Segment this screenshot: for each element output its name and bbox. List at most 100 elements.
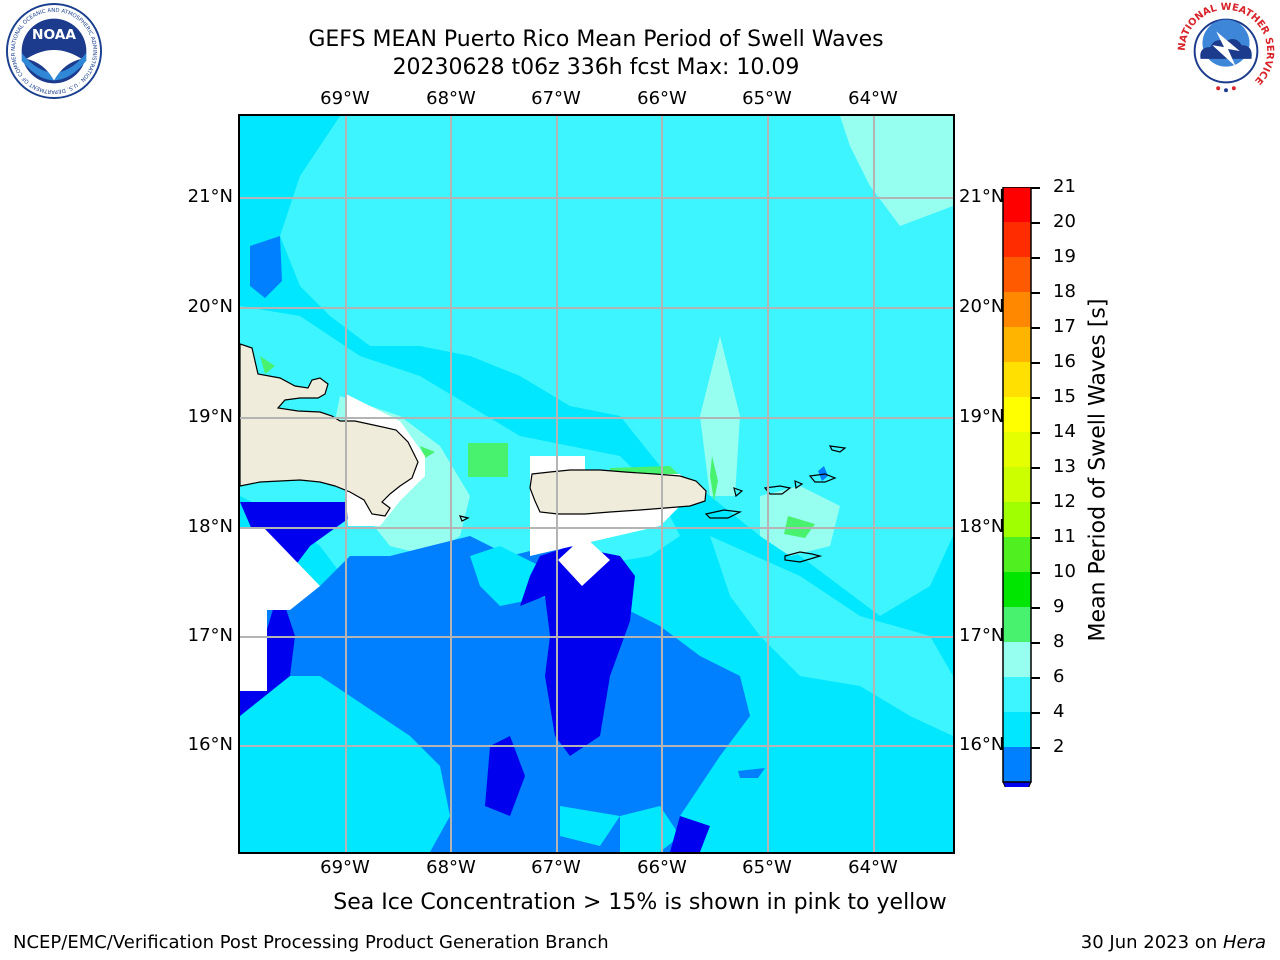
colorbar-segment (1003, 572, 1031, 607)
colorbar-tick-mark (1031, 607, 1040, 609)
lon-label-bottom: 66°W (637, 857, 687, 878)
colorbar-segment (1003, 397, 1031, 432)
contour-below-2s (670, 816, 710, 852)
contour-below-2s (520, 546, 635, 756)
footer-branch: NCEP/EMC/Verification Post Processing Pr… (13, 932, 609, 953)
lon-label-top: 68°W (426, 88, 476, 109)
colorbar-segment (1003, 257, 1031, 292)
map-grid (240, 116, 953, 852)
colorbar-tick-mark (1031, 187, 1040, 189)
lon-label-top: 64°W (848, 88, 898, 109)
land-hispaniola (240, 343, 419, 517)
lon-label-bottom: 69°W (320, 857, 370, 878)
colorbar-tick-mark (1031, 467, 1040, 469)
colorbar-segment (1003, 222, 1031, 257)
lon-label-top: 65°W (742, 88, 792, 109)
colorbar-tick-mark (1031, 537, 1040, 539)
contour-4-6s (560, 806, 620, 846)
colorbar-segment (1003, 292, 1031, 327)
colorbar-segment (1003, 502, 1031, 537)
colorbar-segment (1003, 712, 1031, 747)
colorbar-segment (1003, 677, 1031, 712)
colorbar-tick-label: 17 (1053, 316, 1076, 337)
lon-label-bottom: 67°W (531, 857, 581, 878)
contour-2-4s (250, 236, 282, 298)
contour-8-9s (700, 336, 740, 496)
colorbar-frame (1002, 187, 1032, 783)
colorbar-tick-label: 4 (1053, 701, 1065, 722)
sea-ice-note: Sea Ice Concentration > 15% is shown in … (333, 890, 947, 915)
colorbar-segment (1003, 432, 1031, 467)
chart-title: GEFS MEAN Puerto Rico Mean Period of Swe… (308, 27, 884, 52)
colorbar-tick-label: 19 (1053, 246, 1076, 267)
colorbar-tick-mark (1031, 677, 1040, 679)
colorbar-tick-label: 13 (1053, 456, 1076, 477)
colorbar-segment (1003, 747, 1031, 782)
lon-label-bottom: 64°W (848, 857, 898, 878)
colorbar-segment (1003, 327, 1031, 362)
colorbar-tick-mark (1031, 712, 1040, 714)
colorbar-tick-mark (1031, 397, 1040, 399)
contour-9-10s (710, 456, 718, 501)
colorbar-segment (1003, 607, 1031, 642)
lat-label-right: 19°N (959, 406, 1005, 427)
lat-label-right: 21°N (959, 186, 1005, 207)
colorbar-segment (1003, 642, 1031, 677)
contour-2-4s (738, 768, 765, 778)
colorbar-tick-label: 14 (1053, 421, 1076, 442)
masked-area (240, 529, 320, 691)
colorbar-segment (1003, 187, 1031, 222)
colorbar-tick-label: 15 (1053, 386, 1076, 407)
colorbar-tick-mark (1031, 362, 1040, 364)
lon-label-bottom: 68°W (426, 857, 476, 878)
colorbar-tick-label: 9 (1053, 596, 1065, 617)
colorbar-tick-label: 6 (1053, 666, 1065, 687)
nws-logo-icon: NATIONAL WEATHER SERVICE (1177, 2, 1275, 99)
lat-label-right: 18°N (959, 516, 1005, 537)
colorbar-tick-mark (1031, 642, 1040, 644)
lat-label-right: 16°N (959, 734, 1005, 755)
swell-period-map (238, 114, 955, 854)
lat-label-right: 20°N (959, 296, 1005, 317)
land-mona-island (459, 515, 470, 522)
colorbar-tick-label: 18 (1053, 281, 1076, 302)
colorbar-tick-label: 10 (1053, 561, 1076, 582)
colorbar-tick-mark (1031, 222, 1040, 224)
colorbar-tick-label: 8 (1053, 631, 1065, 652)
lat-label-left: 18°N (187, 516, 233, 537)
footer-date: 30 Jun 2023 on Hera (1080, 932, 1266, 953)
contour-below-2s (485, 736, 525, 816)
colorbar (1002, 187, 1032, 787)
contour-2-4s (818, 466, 828, 481)
land-virgin-islands (733, 445, 847, 563)
colorbar-tick-mark (1031, 327, 1040, 329)
colorbar-tick-mark (1031, 292, 1040, 294)
colorbar-tick-label: 2 (1053, 736, 1065, 757)
chart-subtitle: 20230628 t06z 336h fcst Max: 10.09 (392, 55, 800, 80)
colorbar-segment (1003, 467, 1031, 502)
lat-label-right: 17°N (959, 625, 1005, 646)
contour-9-10s (468, 443, 508, 477)
colorbar-tick-mark (1031, 257, 1040, 259)
colorbar-tick-mark (1031, 572, 1040, 574)
colorbar-tick-mark (1031, 747, 1040, 749)
colorbar-tick-mark (1031, 502, 1040, 504)
noaa-logo-icon: NATIONAL OCEANIC AND ATMOSPHERIC ADMINIS… (4, 2, 103, 100)
contour-9-10s (260, 356, 275, 374)
lon-label-top: 67°W (531, 88, 581, 109)
svg-text:NOAA: NOAA (32, 27, 76, 43)
lat-label-left: 21°N (187, 186, 233, 207)
colorbar-title: Mean Period of Swell Waves [s] (1085, 298, 1111, 642)
lat-label-left: 17°N (187, 625, 233, 646)
lon-label-top: 69°W (320, 88, 370, 109)
colorbar-tick-label: 12 (1053, 491, 1076, 512)
masked-area (558, 536, 610, 586)
colorbar-segment (1003, 537, 1031, 572)
contour-6-8s (370, 156, 480, 246)
contour-4-6s (620, 806, 680, 852)
lon-label-bottom: 65°W (742, 857, 792, 878)
colorbar-tick-label: 20 (1053, 211, 1076, 232)
colorbar-tick-label: 16 (1053, 351, 1076, 372)
colorbar-tick-label: 21 (1053, 176, 1076, 197)
colorbar-tick-label: 11 (1053, 526, 1076, 547)
